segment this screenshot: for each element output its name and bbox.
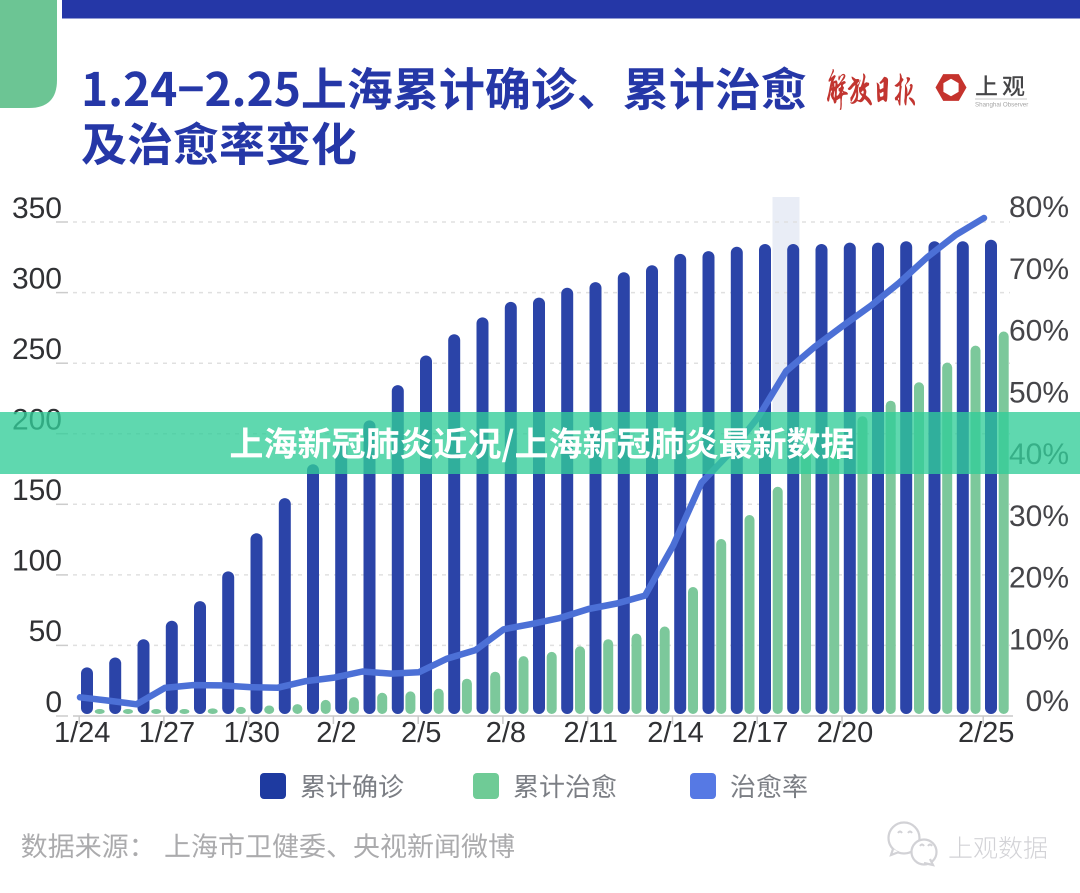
svg-text:1/30: 1/30 <box>223 717 279 749</box>
svg-text:2/8: 2/8 <box>486 717 526 749</box>
svg-text:2/2: 2/2 <box>316 717 356 749</box>
svg-text:350: 350 <box>12 192 62 225</box>
svg-text:20%: 20% <box>1009 562 1069 595</box>
svg-text:Shanghai Observer: Shanghai Observer <box>975 102 1028 109</box>
svg-text:2/20: 2/20 <box>817 717 873 749</box>
svg-text:0%: 0% <box>1026 685 1069 718</box>
svg-text:150: 150 <box>12 474 62 507</box>
svg-text:0: 0 <box>45 686 62 719</box>
svg-text:80%: 80% <box>1009 191 1069 224</box>
svg-text:250: 250 <box>12 333 62 366</box>
svg-text:60%: 60% <box>1009 315 1069 348</box>
svg-text:2/14: 2/14 <box>647 717 703 749</box>
svg-text:2/11: 2/11 <box>564 717 618 749</box>
svg-text:50%: 50% <box>1009 376 1069 409</box>
svg-text:300: 300 <box>12 262 62 295</box>
svg-text:70%: 70% <box>1009 253 1069 286</box>
svg-text:2/5: 2/5 <box>401 717 441 749</box>
svg-text:50: 50 <box>29 615 62 648</box>
svg-text:1/27: 1/27 <box>139 717 195 749</box>
svg-text:2/25: 2/25 <box>958 717 1014 749</box>
svg-text:10%: 10% <box>1009 623 1069 656</box>
svg-text:2/17: 2/17 <box>732 717 788 749</box>
svg-text:1/24: 1/24 <box>54 717 110 749</box>
svg-text:100: 100 <box>12 545 62 578</box>
svg-text:30%: 30% <box>1009 500 1069 533</box>
